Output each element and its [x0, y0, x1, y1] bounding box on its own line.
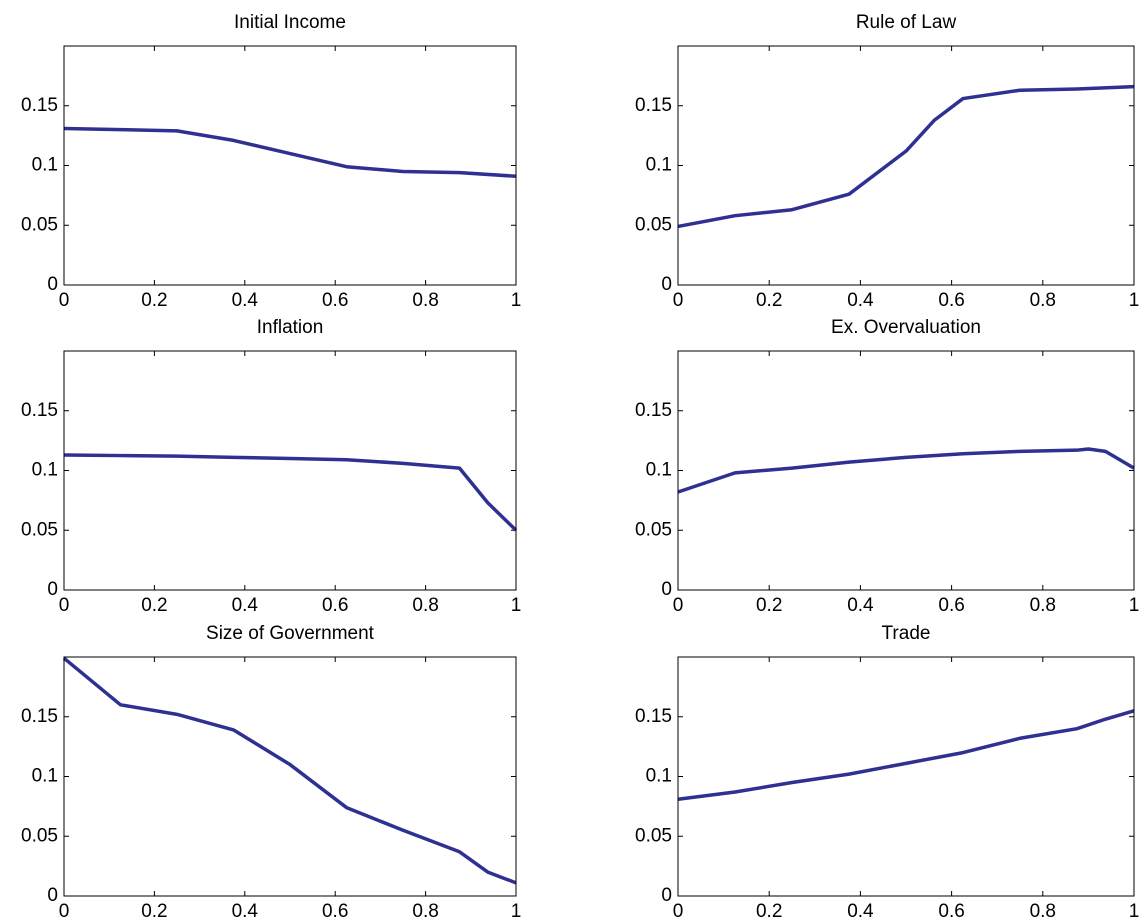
y-tick-label: 0 — [661, 579, 672, 600]
x-tick-label: 0.8 — [1030, 595, 1056, 616]
x-tick-label: 0.6 — [322, 290, 348, 311]
y-tick-label: 0.15 — [21, 95, 58, 116]
axes-frame — [63, 350, 517, 591]
x-tick-label: 0.6 — [938, 290, 964, 311]
y-tick-label: 0.1 — [32, 460, 58, 481]
x-tick-label: 0.8 — [412, 901, 438, 922]
subplot-title: Trade — [882, 623, 931, 644]
x-tick-label: 0.6 — [938, 901, 964, 922]
x-tick-label: 0.2 — [141, 290, 167, 311]
x-tick-label: 0.4 — [847, 901, 874, 922]
y-tick-label: 0.15 — [635, 400, 672, 421]
x-tick-label: 0.2 — [756, 595, 782, 616]
data-line — [677, 709, 1135, 801]
x-tick-label: 1 — [1129, 290, 1140, 311]
x-tick-label: 1 — [1129, 901, 1140, 922]
subplot: 0 0.05 0.1 0.15 0 0.2 0.4 0.6 0.8 1 Trade — [635, 623, 1139, 922]
axes-background — [64, 351, 516, 590]
x-tick-label: 0.6 — [322, 595, 348, 616]
x-tick-label: 0 — [673, 595, 684, 616]
x-tick-label: 0.4 — [232, 901, 259, 922]
subplot-title: Ex. Overvaluation — [831, 317, 981, 338]
y-tick-label: 0.05 — [21, 519, 58, 540]
x-tick-label: 0 — [59, 595, 70, 616]
x-tick-label: 0.8 — [412, 290, 438, 311]
x-tick-label: 0.2 — [756, 290, 782, 311]
axes-frame — [677, 45, 1135, 286]
subplot: 0 0.05 0.1 0.15 0 0.2 0.4 0.6 0.8 1 Inflation — [21, 317, 521, 616]
y-tick-label: 0.1 — [32, 766, 58, 787]
axes-background — [678, 657, 1134, 896]
y-tick-label: 0.15 — [635, 706, 672, 727]
data-line — [62, 656, 517, 885]
y-tick-label: 0 — [661, 274, 672, 295]
data-line — [677, 84, 1135, 229]
axes-frame — [677, 656, 1135, 897]
data-line — [63, 126, 517, 179]
x-tick-label: 0.4 — [232, 290, 259, 311]
y-tick-label: 0.1 — [32, 155, 58, 176]
y-tick-label: 0 — [47, 579, 58, 600]
subplot-title: Inflation — [257, 317, 324, 338]
subplot: 0 0.05 0.1 0.15 0 0.2 0.4 0.6 0.8 1 Size of Govern… — [21, 623, 521, 922]
x-tick-label: 0.8 — [1030, 290, 1056, 311]
axes-background — [64, 657, 516, 896]
x-tick-label: 0.2 — [141, 595, 167, 616]
x-tick-label: 0.4 — [232, 595, 259, 616]
y-tick-label: 0.1 — [646, 155, 672, 176]
y-tick-label: 0.05 — [635, 519, 672, 540]
x-tick-label: 0.4 — [847, 595, 874, 616]
axes-background — [64, 46, 516, 285]
y-tick-label: 0.15 — [635, 95, 672, 116]
y-tick-label: 0 — [661, 885, 672, 906]
subplot-title: Initial Income — [234, 12, 346, 33]
x-tick-label: 0 — [673, 901, 684, 922]
subplot-title: Rule of Law — [856, 12, 957, 33]
x-tick-label: 1 — [511, 595, 522, 616]
y-tick-label: 0.1 — [646, 766, 672, 787]
subplot: 0 0.05 0.1 0.15 0 0.2 0.4 0.6 0.8 1 Initial Income — [21, 12, 521, 311]
y-tick-label: 0 — [47, 274, 58, 295]
y-tick-label: 0.05 — [21, 825, 58, 846]
y-tick-label: 0.15 — [21, 706, 58, 727]
axes-frame — [63, 45, 517, 286]
x-tick-label: 0 — [59, 290, 70, 311]
data-line — [63, 453, 518, 532]
x-tick-label: 0.2 — [141, 901, 167, 922]
x-tick-label: 1 — [1129, 595, 1140, 616]
x-tick-label: 0.2 — [756, 901, 782, 922]
subplot: 0 0.05 0.1 0.15 0 0.2 0.4 0.6 0.8 1 Rule of Law — [635, 12, 1139, 311]
y-tick-label: 0.05 — [21, 214, 58, 235]
subplot: 0 0.05 0.1 0.15 0 0.2 0.4 0.6 0.8 1 Ex. Overvaluat… — [635, 317, 1139, 616]
subplot-title: Size of Government — [206, 623, 375, 644]
y-tick-label: 0.1 — [646, 460, 672, 481]
x-tick-label: 0.6 — [938, 595, 964, 616]
data-line — [677, 447, 1135, 494]
x-tick-label: 0.8 — [412, 595, 438, 616]
x-tick-label: 0 — [59, 901, 70, 922]
axes-background — [678, 46, 1134, 285]
x-tick-label: 1 — [511, 290, 522, 311]
x-tick-label: 1 — [511, 901, 522, 922]
x-tick-label: 0.4 — [847, 290, 874, 311]
axes-frame — [677, 350, 1135, 591]
y-tick-label: 0.05 — [635, 825, 672, 846]
x-tick-label: 0 — [673, 290, 684, 311]
x-tick-label: 0.8 — [1030, 901, 1056, 922]
axes-frame — [63, 656, 517, 897]
y-tick-label: 0 — [47, 885, 58, 906]
y-tick-label: 0.05 — [635, 214, 672, 235]
y-tick-label: 0.15 — [21, 400, 58, 421]
x-tick-label: 0.6 — [322, 901, 348, 922]
